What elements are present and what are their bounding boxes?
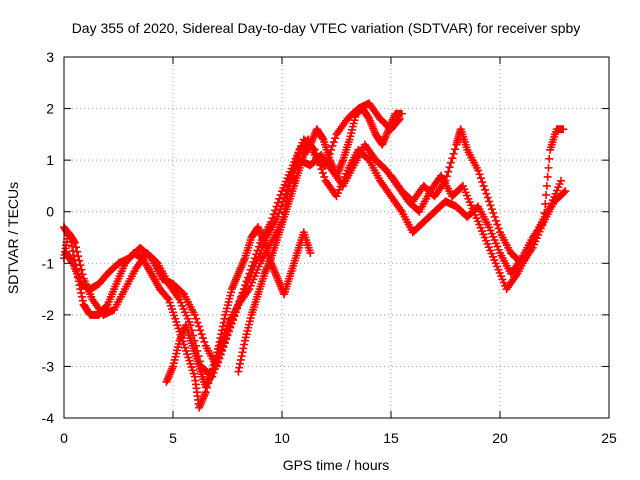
grid-lines (64, 57, 609, 418)
x-axis-label: GPS time / hours (283, 457, 390, 473)
data-point-markers (60, 140, 566, 381)
data-point-markers (234, 104, 406, 376)
y-tick-label: -2 (42, 307, 55, 323)
y-tick-label: -3 (42, 358, 55, 374)
x-tick-label: 0 (60, 430, 68, 446)
x-tick-label: 20 (492, 430, 508, 446)
plot-frame (63, 56, 610, 419)
axis-ticks (63, 56, 610, 419)
x-tick-labels: 0 5 10 15 20 25 (60, 430, 617, 446)
y-tick-label: 3 (46, 49, 54, 65)
x-tick-label: 5 (169, 430, 177, 446)
x-tick-label: 25 (601, 430, 617, 446)
y-tick-label: -4 (42, 410, 55, 426)
y-tick-label: 2 (46, 101, 54, 117)
data-point-markers (387, 125, 568, 268)
y-tick-label: -1 (42, 255, 55, 271)
data-point-markers (60, 99, 404, 412)
series-trace-3 (60, 140, 566, 381)
data-point-markers (162, 223, 315, 392)
series-trace-6 (387, 125, 568, 268)
data-points (60, 99, 570, 412)
x-tick-label: 10 (274, 430, 290, 446)
series-trace-1 (60, 99, 404, 412)
series-trace-5 (234, 104, 406, 376)
chart-title: Day 355 of 2020, Sidereal Day-to-day VTE… (72, 20, 581, 36)
y-tick-labels: -4 -3 -2 -1 0 1 2 3 (42, 49, 55, 426)
y-tick-label: 1 (46, 152, 54, 168)
x-tick-label: 15 (383, 430, 399, 446)
series-trace-4 (162, 223, 315, 392)
y-axis-label: SDTVAR / TECUs (5, 182, 21, 294)
y-tick-label: 0 (46, 204, 54, 220)
